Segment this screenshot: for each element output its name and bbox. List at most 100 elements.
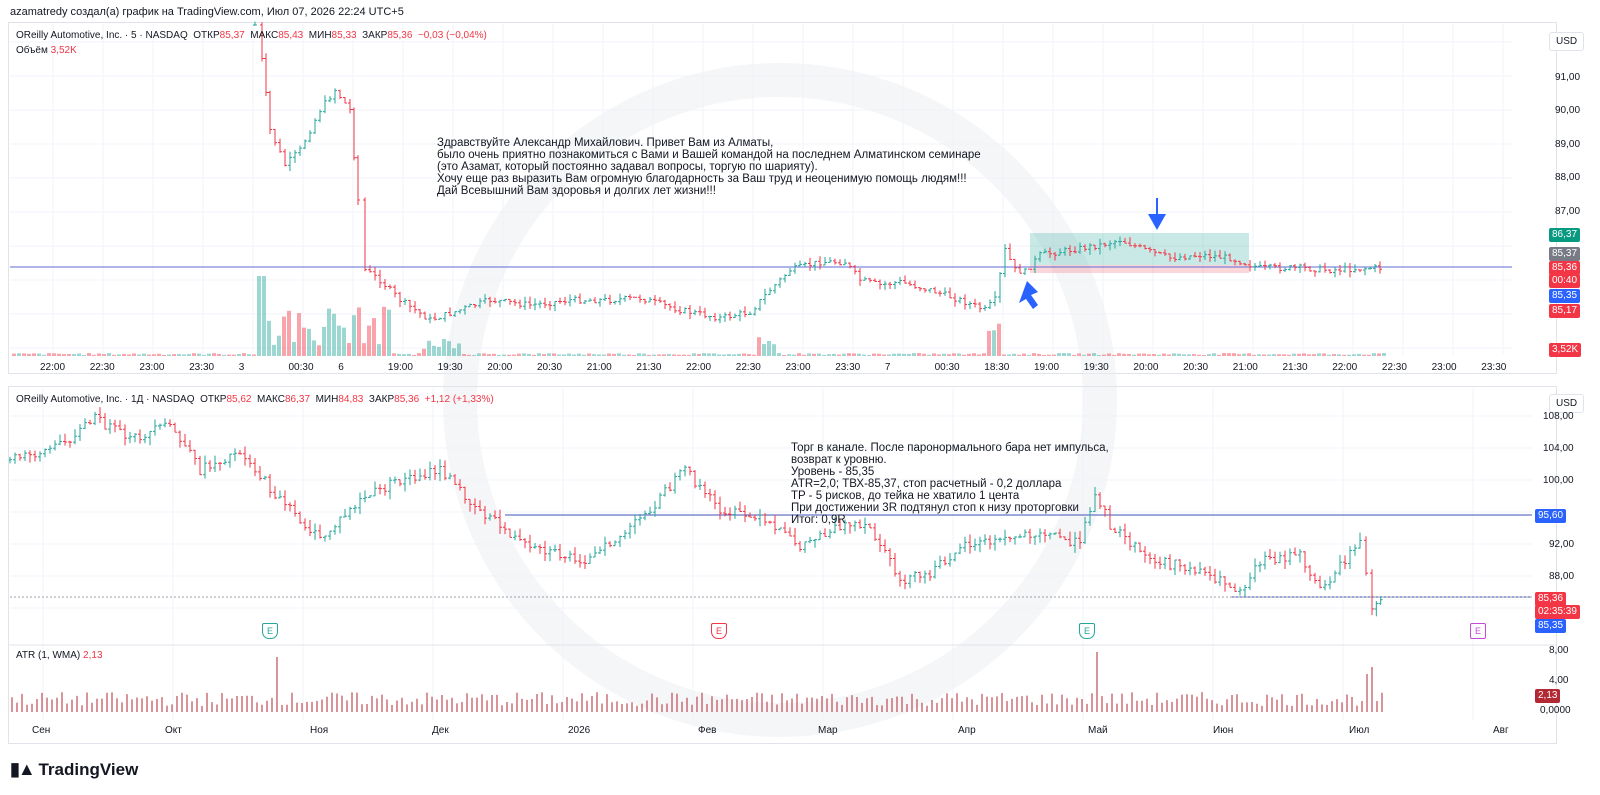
volume-bar <box>707 353 711 356</box>
volume-bar <box>652 354 656 356</box>
tradingview-logo[interactable]: ▮▲ TradingView <box>10 759 138 780</box>
volume-bar <box>512 354 516 356</box>
time-tick: 21:30 <box>636 362 662 373</box>
close-value: 85,36 <box>387 30 413 41</box>
price-tick: 108,00 <box>1543 411 1574 422</box>
volume-bar <box>637 353 641 356</box>
volume-bar <box>847 353 851 356</box>
intraday-chart-pane[interactable] <box>8 22 1557 374</box>
atr-value-tag: 2,13 <box>1535 689 1561 703</box>
volume-bar <box>57 353 61 356</box>
volume-bar <box>92 354 96 356</box>
time-tick: Сен <box>32 725 51 736</box>
volume-bar <box>367 325 371 356</box>
volume-bar <box>52 353 56 356</box>
time-tick: Июл <box>1349 725 1370 736</box>
earnings-marker[interactable]: E <box>711 623 727 639</box>
currency-button-bottom[interactable]: USD <box>1549 394 1585 413</box>
volume-bar <box>302 327 306 356</box>
volume-bar <box>107 353 111 356</box>
price-tick: 91,00 <box>1555 72 1581 83</box>
volume-bar <box>377 344 381 356</box>
volume-bar <box>517 353 521 356</box>
volume-bar <box>627 354 631 356</box>
volume-bar <box>777 353 781 356</box>
price-tick: 89,00 <box>1555 139 1581 150</box>
volume-bar <box>1302 353 1306 356</box>
open-value: 85,37 <box>219 30 245 41</box>
volume-bar <box>1312 354 1316 356</box>
volume-bar <box>1177 353 1181 356</box>
volume-bar <box>1372 353 1376 356</box>
volume-bar <box>312 340 316 356</box>
close-label: ЗАКР <box>362 30 388 41</box>
volume-bar <box>927 354 931 356</box>
volume-bar <box>392 353 396 356</box>
volume-bar <box>82 354 86 356</box>
volume-bar <box>1147 354 1151 356</box>
volume-bar <box>872 353 876 356</box>
earnings-marker[interactable]: E <box>262 623 278 639</box>
earnings-marker[interactable]: E <box>1079 623 1095 639</box>
volume-bar <box>587 353 591 356</box>
volume-bar <box>1062 353 1066 356</box>
time-tick: 19:30 <box>1083 362 1109 373</box>
volume-bar <box>1217 354 1221 356</box>
volume-bar <box>762 343 766 356</box>
volume-bar <box>457 343 461 356</box>
volume-bar <box>857 353 861 356</box>
volume-bar <box>1002 354 1006 356</box>
stop-price-tag: 85,35 <box>1535 619 1567 633</box>
volume-bar <box>727 354 731 356</box>
volume-bar <box>1272 354 1276 356</box>
volume-bar <box>547 353 551 356</box>
entry-price-tag: 85,37 <box>1549 247 1581 261</box>
volume-bar <box>342 327 346 356</box>
volume-bar <box>472 354 476 356</box>
volume-bar <box>1292 353 1296 356</box>
volume-bar <box>972 353 976 356</box>
volume-bar <box>742 353 746 356</box>
volume-bar <box>877 353 881 356</box>
volume-bar <box>1227 353 1231 356</box>
volume-bar <box>12 353 16 356</box>
volume-bar <box>217 353 221 356</box>
atr-value: 2,13 <box>83 650 103 661</box>
volume-bar <box>1347 354 1351 356</box>
volume-bar <box>1132 354 1136 356</box>
time-tick: 22:00 <box>1332 362 1358 373</box>
volume-bar <box>257 276 261 356</box>
daily-chart-pane[interactable] <box>8 386 1557 744</box>
volume-bar <box>1297 353 1301 356</box>
volume-bar <box>622 354 626 356</box>
volume-bar <box>1017 354 1021 356</box>
volume-bar <box>732 354 736 356</box>
earnings-marker[interactable]: E <box>1470 623 1486 639</box>
volume-bar <box>1342 354 1346 356</box>
volume-bar <box>237 353 241 356</box>
volume-bar <box>1082 354 1086 356</box>
volume-bar <box>642 353 646 356</box>
currency-button-top[interactable]: USD <box>1549 32 1585 51</box>
volume-bar <box>427 340 431 356</box>
volume-bar <box>272 344 276 356</box>
target-price-tag: 86,37 <box>1549 228 1581 242</box>
change-value: +1,12 (+1,33%) <box>424 394 494 405</box>
time-tick: 23:00 <box>1431 362 1457 373</box>
volume-bar <box>682 354 686 356</box>
time-tick: 20:30 <box>1183 362 1209 373</box>
volume-bar <box>1172 353 1176 356</box>
bar-timer-tag: 02:35:39 <box>1535 605 1580 619</box>
volume-bar <box>1077 353 1081 356</box>
volume-bar <box>747 353 751 356</box>
volume-bar <box>582 354 586 356</box>
volume-bar <box>1072 354 1076 356</box>
price-tick: 88,00 <box>1549 571 1575 582</box>
volume-bar <box>322 326 326 356</box>
volume-bar <box>382 306 386 356</box>
volume-bar <box>887 354 891 356</box>
volume-bar <box>1057 353 1061 356</box>
volume-bar <box>942 353 946 356</box>
volume-bar <box>327 308 331 356</box>
